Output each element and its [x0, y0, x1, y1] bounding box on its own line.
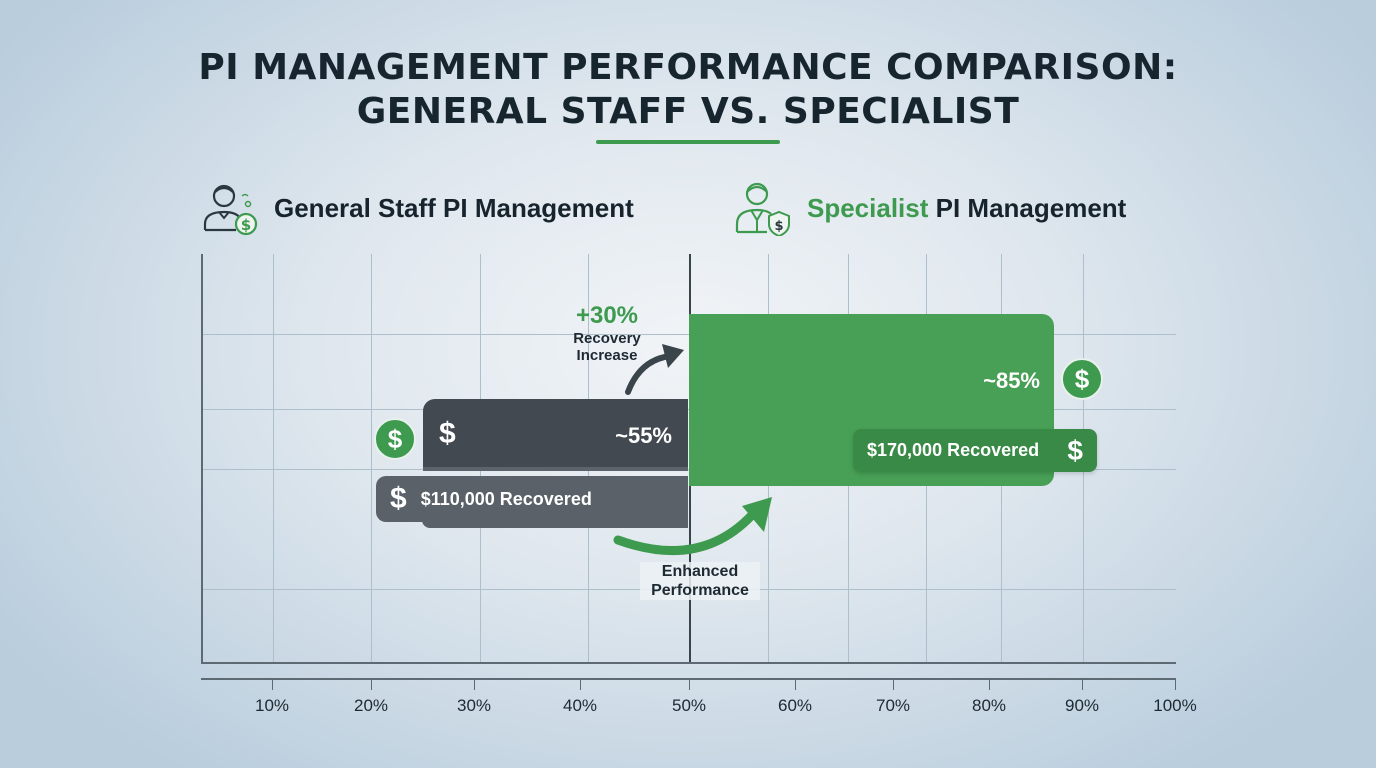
specialist-heading-accent: Specialist [807, 192, 929, 223]
x-tick [474, 680, 475, 690]
x-tick [1082, 680, 1083, 690]
x-tick-label: 80% [971, 696, 1007, 715]
svg-text:$: $ [241, 216, 251, 234]
x-tick-label: 40% [562, 696, 598, 715]
general-staff-heading: $ General Staff PI Management [200, 180, 634, 236]
gridline [273, 254, 274, 662]
chart-title: PI MANAGEMENT PERFORMANCE COMPARISON: GE… [0, 46, 1376, 134]
specialist-recovered-badge: $170,000 Recovered $ [853, 429, 1097, 472]
dollar-icon: $ [1067, 434, 1083, 466]
specialist-heading-text: Specialist PI Management [807, 193, 1126, 224]
dollar-coin-icon: $ [374, 418, 416, 460]
x-tick [580, 680, 581, 690]
title-line-2: GENERAL STAFF VS. SPECIALIST [356, 91, 1020, 132]
enhanced-line-1: Enhanced [661, 563, 739, 580]
x-tick-label: 60% [777, 696, 813, 715]
title-line-1: PI MANAGEMENT PERFORMANCE COMPARISON: [198, 47, 1178, 88]
specialist-heading: $ Specialist PI Management [733, 180, 1126, 236]
x-tick [371, 680, 372, 690]
x-tick [272, 680, 273, 690]
person-with-shield-dollar-icon: $ [735, 182, 790, 236]
x-tick-label: 50% [671, 696, 707, 715]
x-tick [1175, 680, 1176, 690]
x-tick [795, 680, 796, 690]
dollar-icon: $ [390, 482, 407, 515]
increase-line-2: Increase [576, 347, 638, 364]
person-with-coin-icon: $ [203, 184, 258, 236]
x-tick [689, 680, 690, 690]
increase-value: +30% [575, 302, 639, 329]
x-tick-label: 10% [254, 696, 290, 715]
enhanced-line-2: Performance [651, 582, 749, 599]
enhanced-performance-callout: Enhanced Performance [640, 562, 760, 600]
general-staff-percent: ~55% [615, 423, 672, 448]
gridline [371, 254, 372, 662]
dollar-coin-icon: $ [1061, 358, 1103, 400]
title-underline [596, 140, 780, 144]
x-tick-label: 20% [353, 696, 389, 715]
x-tick [989, 680, 990, 690]
x-tick-label: 70% [875, 696, 911, 715]
x-tick-label: 30% [456, 696, 492, 715]
specialist-recovered-text: $170,000 Recovered [867, 440, 1040, 460]
recovery-increase-callout: +30% Recovery Increase [560, 302, 654, 364]
increase-line-1: Recovery [573, 330, 641, 347]
x-tick [893, 680, 894, 690]
general-staff-bar: $ ~55% [423, 399, 688, 471]
general-staff-recovered-text: $110,000 Recovered [420, 488, 592, 509]
general-staff-heading-text: General Staff PI Management [274, 192, 634, 223]
specialist-percent: ~85% [983, 368, 1040, 393]
svg-text:$: $ [774, 219, 783, 234]
x-tick-label: 100% [1153, 696, 1197, 715]
dollar-icon: $ [439, 417, 456, 450]
x-tick-label: 90% [1064, 696, 1100, 715]
x-axis [201, 678, 1176, 680]
general-staff-recovered-badge: $ $110,000 Recovered [376, 476, 688, 528]
specialist-heading-rest: PI Management [928, 192, 1127, 223]
